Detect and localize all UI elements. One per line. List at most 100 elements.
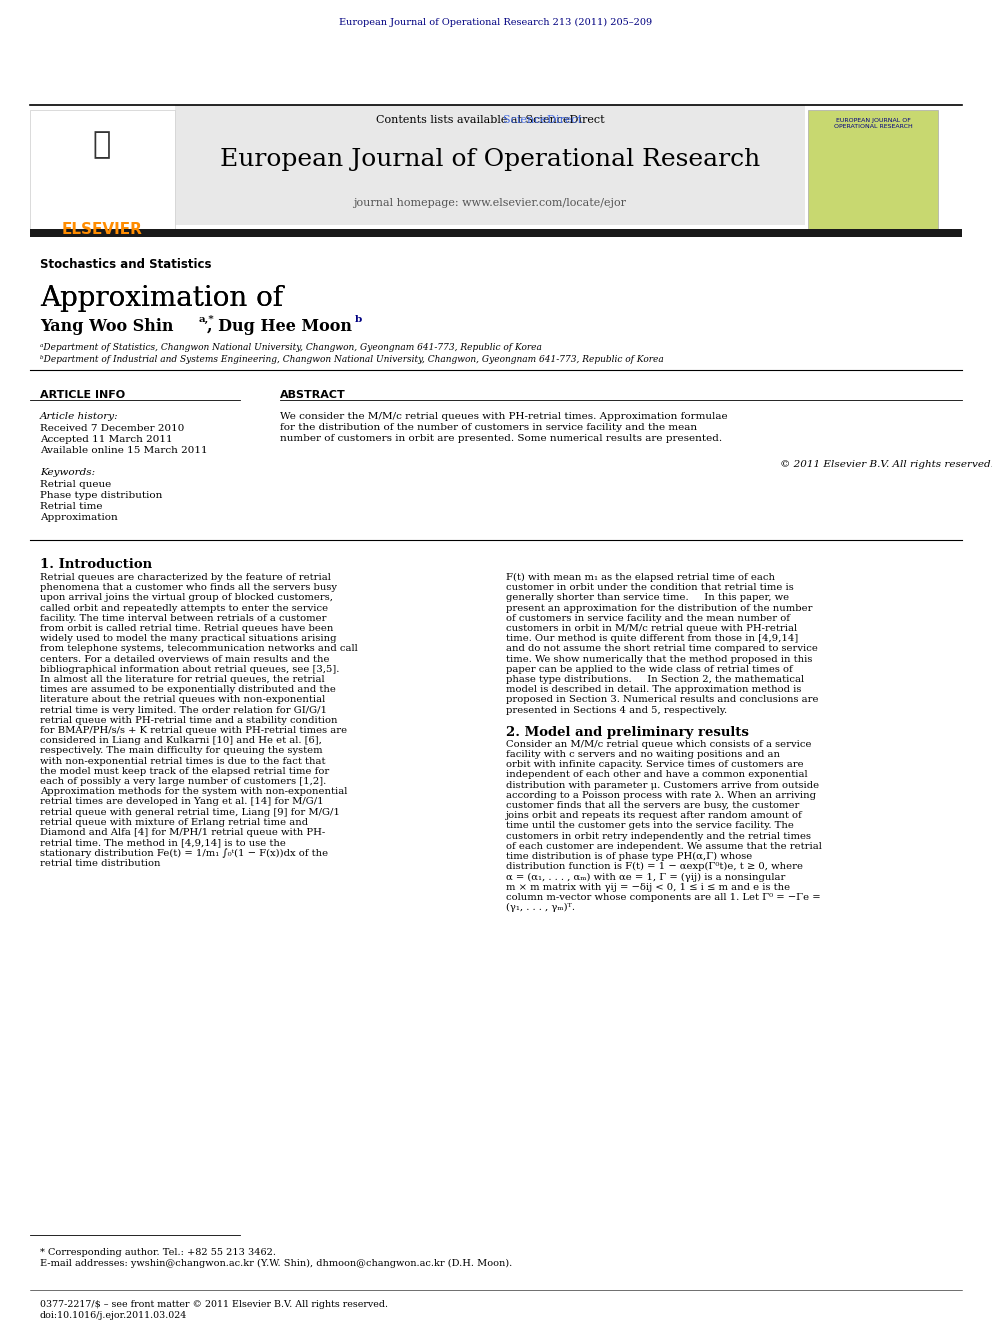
Text: and do not assume the short retrial time compared to service: and do not assume the short retrial time… [506, 644, 817, 654]
Text: time. Our method is quite different from those in [4,9,14]: time. Our method is quite different from… [506, 634, 799, 643]
Text: of customers in service facility and the mean number of: of customers in service facility and the… [506, 614, 790, 623]
Text: α = (α₁, . . . , αₘ) with αe = 1, Γ = (γij) is a nonsingular: α = (α₁, . . . , αₘ) with αe = 1, Γ = (γ… [506, 872, 786, 881]
Text: Retrial time: Retrial time [40, 501, 102, 511]
Text: Received 7 December 2010: Received 7 December 2010 [40, 423, 185, 433]
Text: independent of each other and have a common exponential: independent of each other and have a com… [506, 770, 807, 779]
Text: proposed in Section 3. Numerical results and conclusions are: proposed in Section 3. Numerical results… [506, 696, 818, 704]
Text: customer finds that all the servers are busy, the customer: customer finds that all the servers are … [506, 800, 800, 810]
Text: E-mail addresses: ywshin@changwon.ac.kr (Y.W. Shin), dhmoon@changwon.ac.kr (D.H.: E-mail addresses: ywshin@changwon.ac.kr … [40, 1259, 512, 1269]
Text: widely used to model the many practical situations arising: widely used to model the many practical … [40, 634, 336, 643]
Text: retrial queue with PH-retrial time and a stability condition: retrial queue with PH-retrial time and a… [40, 716, 337, 725]
Text: Keywords:: Keywords: [40, 468, 95, 478]
Text: from telephone systems, telecommunication networks and call: from telephone systems, telecommunicatio… [40, 644, 358, 654]
Bar [30, 229, 962, 237]
Text: Contents lists available at ScienceDirect: Contents lists available at ScienceDirec… [376, 115, 604, 124]
Text: generally shorter than service time.     In this paper, we: generally shorter than service time. In … [506, 594, 789, 602]
Text: orbit with infinite capacity. Service times of customers are: orbit with infinite capacity. Service ti… [506, 761, 804, 769]
Text: retrial time. The method in [4,9,14] is to use the: retrial time. The method in [4,9,14] is … [40, 839, 286, 847]
Text: ᵃDepartment of Statistics, Changwon National University, Changwon, Gyeongnam 641: ᵃDepartment of Statistics, Changwon Nati… [40, 343, 542, 352]
Text: m × m matrix with γij = −δij < 0, 1 ≤ i ≤ m and e is the: m × m matrix with γij = −δij < 0, 1 ≤ i … [506, 882, 790, 892]
Text: with non-exponential retrial times is due to the fact that: with non-exponential retrial times is du… [40, 757, 325, 766]
Text: the model must keep track of the elapsed retrial time for: the model must keep track of the elapsed… [40, 767, 329, 775]
Text: upon arrival joins the virtual group of blocked customers,: upon arrival joins the virtual group of … [40, 594, 333, 602]
Text: * Corresponding author. Tel.: +82 55 213 3462.: * Corresponding author. Tel.: +82 55 213… [40, 1248, 276, 1257]
Text: ARTICLE INFO: ARTICLE INFO [40, 390, 125, 400]
Text: time until the customer gets into the service facility. The: time until the customer gets into the se… [506, 822, 794, 831]
Text: time. We show numerically that the method proposed in this: time. We show numerically that the metho… [506, 655, 812, 664]
Text: Accepted 11 March 2011: Accepted 11 March 2011 [40, 435, 173, 445]
Text: Approximation of: Approximation of [40, 284, 292, 312]
Text: Consider an M/M/c retrial queue which consists of a service: Consider an M/M/c retrial queue which co… [506, 740, 811, 749]
Text: Approximation: Approximation [40, 513, 118, 523]
Text: phenomena that a customer who finds all the servers busy: phenomena that a customer who finds all … [40, 583, 337, 593]
Text: ABSTRACT: ABSTRACT [280, 390, 346, 400]
Text: Retrial queues are characterized by the feature of retrial: Retrial queues are characterized by the … [40, 573, 331, 582]
Text: Approximation of M/M/c retrial queue with PH-retrial times: Approximation of M/M/c retrial queue wit… [40, 284, 881, 312]
Text: a,*: a,* [199, 315, 214, 324]
Text: European Journal of Operational Research 213 (2011) 205–209: European Journal of Operational Research… [339, 19, 653, 28]
Text: 0377-2217/$ – see front matter © 2011 Elsevier B.V. All rights reserved.: 0377-2217/$ – see front matter © 2011 El… [40, 1301, 388, 1308]
Text: facility. The time interval between retrials of a customer: facility. The time interval between retr… [40, 614, 326, 623]
Text: We consider the M/M/c retrial queues with PH-retrial times. Approximation formul: We consider the M/M/c retrial queues wit… [280, 411, 727, 421]
Text: retrial time is very limited. The order relation for GI/G/1: retrial time is very limited. The order … [40, 705, 327, 714]
Text: customers in orbit retry independently and the retrial times: customers in orbit retry independently a… [506, 832, 811, 840]
Bar [0, 0, 992, 105]
Text: model is described in detail. The approximation method is: model is described in detail. The approx… [506, 685, 802, 695]
Text: ScienceDirect: ScienceDirect [398, 115, 582, 124]
Text: for the distribution of the number of customers in service facility and the mean: for the distribution of the number of cu… [280, 423, 697, 433]
Text: retrial queue with mixture of Erlang retrial time and: retrial queue with mixture of Erlang ret… [40, 818, 309, 827]
Text: times are assumed to be exponentially distributed and the: times are assumed to be exponentially di… [40, 685, 336, 695]
Text: b: b [355, 315, 362, 324]
Text: respectively. The main difficulty for queuing the system: respectively. The main difficulty for qu… [40, 746, 322, 755]
Text: from orbit is called retrial time. Retrial queues have been: from orbit is called retrial time. Retri… [40, 624, 333, 632]
Bar [30, 110, 175, 230]
Text: Approximation of: Approximation of [40, 284, 292, 312]
Text: Diamond and Alfa [4] for M/PH/1 retrial queue with PH-: Diamond and Alfa [4] for M/PH/1 retrial … [40, 828, 325, 837]
Text: distribution with parameter μ. Customers arrive from outside: distribution with parameter μ. Customers… [506, 781, 819, 790]
Text: © 2011 Elsevier B.V. All rights reserved.: © 2011 Elsevier B.V. All rights reserved… [780, 460, 992, 468]
Text: according to a Poisson process with rate λ. When an arriving: according to a Poisson process with rate… [506, 791, 816, 800]
Text: Approximation methods for the system with non-exponential: Approximation methods for the system wit… [40, 787, 347, 796]
Text: paper can be applied to the wide class of retrial times of: paper can be applied to the wide class o… [506, 664, 793, 673]
Text: presented in Sections 4 and 5, respectively.: presented in Sections 4 and 5, respectiv… [506, 705, 727, 714]
Text: present an approximation for the distribution of the number: present an approximation for the distrib… [506, 603, 812, 613]
Text: column m-vector whose components are all 1. Let Γ⁰ = −Γe =: column m-vector whose components are all… [506, 893, 820, 902]
Text: retrial time distribution: retrial time distribution [40, 859, 161, 868]
Text: Phase type distribution: Phase type distribution [40, 491, 163, 500]
Text: facility with c servers and no waiting positions and an: facility with c servers and no waiting p… [506, 750, 780, 759]
Text: of each customer are independent. We assume that the retrial: of each customer are independent. We ass… [506, 841, 822, 851]
Text: Stochastics and Statistics: Stochastics and Statistics [40, 258, 211, 271]
Text: centers. For a detailed overviews of main results and the: centers. For a detailed overviews of mai… [40, 655, 329, 664]
Text: 1. Introduction: 1. Introduction [40, 558, 152, 572]
Text: bibliographical information about retrial queues, see [3,5].: bibliographical information about retria… [40, 664, 339, 673]
Text: customers in orbit in M/M/c retrial queue with PH-retrial: customers in orbit in M/M/c retrial queu… [506, 624, 798, 632]
Text: 2. Model and preliminary results: 2. Model and preliminary results [506, 726, 749, 738]
Text: each of possibly a very large number of customers [1,2].: each of possibly a very large number of … [40, 777, 326, 786]
Text: Article history:: Article history: [40, 411, 119, 421]
Text: literature about the retrial queues with non-exponential: literature about the retrial queues with… [40, 696, 325, 704]
Text: F(t) with mean m₁ as the elapsed retrial time of each: F(t) with mean m₁ as the elapsed retrial… [506, 573, 775, 582]
Text: time distribution is of phase type PH(α,Γ) whose: time distribution is of phase type PH(α,… [506, 852, 752, 861]
Text: Yang Woo Shin: Yang Woo Shin [40, 318, 174, 335]
Bar [175, 105, 805, 225]
Text: EUROPEAN JOURNAL OF
OPERATIONAL RESEARCH: EUROPEAN JOURNAL OF OPERATIONAL RESEARCH [833, 118, 913, 128]
Text: ELSEVIER: ELSEVIER [62, 222, 143, 237]
Text: In almost all the literature for retrial queues, the retrial: In almost all the literature for retrial… [40, 675, 324, 684]
Text: for BMAP/PH/s/s + K retrial queue with PH-retrial times are: for BMAP/PH/s/s + K retrial queue with P… [40, 726, 347, 736]
Text: journal homepage: www.elsevier.com/locate/ejor: journal homepage: www.elsevier.com/locat… [353, 198, 627, 208]
Text: phase type distributions.     In Section 2, the mathematical: phase type distributions. In Section 2, … [506, 675, 805, 684]
Text: Retrial queue: Retrial queue [40, 480, 111, 490]
Text: customer in orbit under the condition that retrial time is: customer in orbit under the condition th… [506, 583, 794, 593]
Bar [808, 110, 938, 230]
Text: retrial times are developed in Yang et al. [14] for M/G/1: retrial times are developed in Yang et a… [40, 798, 323, 807]
Text: (γ₁, . . . , γₘ)ᵀ.: (γ₁, . . . , γₘ)ᵀ. [506, 904, 575, 912]
Text: doi:10.1016/j.ejor.2011.03.024: doi:10.1016/j.ejor.2011.03.024 [40, 1311, 187, 1320]
Text: stationary distribution Fe(t) = 1/m₁ ∫₀ᵗ(1 − F(x))dx of the: stationary distribution Fe(t) = 1/m₁ ∫₀ᵗ… [40, 848, 328, 859]
Text: number of customers in orbit are presented. Some numerical results are presented: number of customers in orbit are present… [280, 434, 722, 443]
Text: called orbit and repeatedly attempts to enter the service: called orbit and repeatedly attempts to … [40, 603, 328, 613]
Text: European Journal of Operational Research: European Journal of Operational Research [220, 148, 760, 171]
Text: joins orbit and repeats its request after random amount of: joins orbit and repeats its request afte… [506, 811, 803, 820]
Text: retrial queue with general retrial time, Liang [9] for M/G/1: retrial queue with general retrial time,… [40, 807, 340, 816]
Text: 🌳: 🌳 [93, 131, 111, 160]
Text: ᵇDepartment of Industrial and Systems Engineering, Changwon National University,: ᵇDepartment of Industrial and Systems En… [40, 355, 664, 364]
